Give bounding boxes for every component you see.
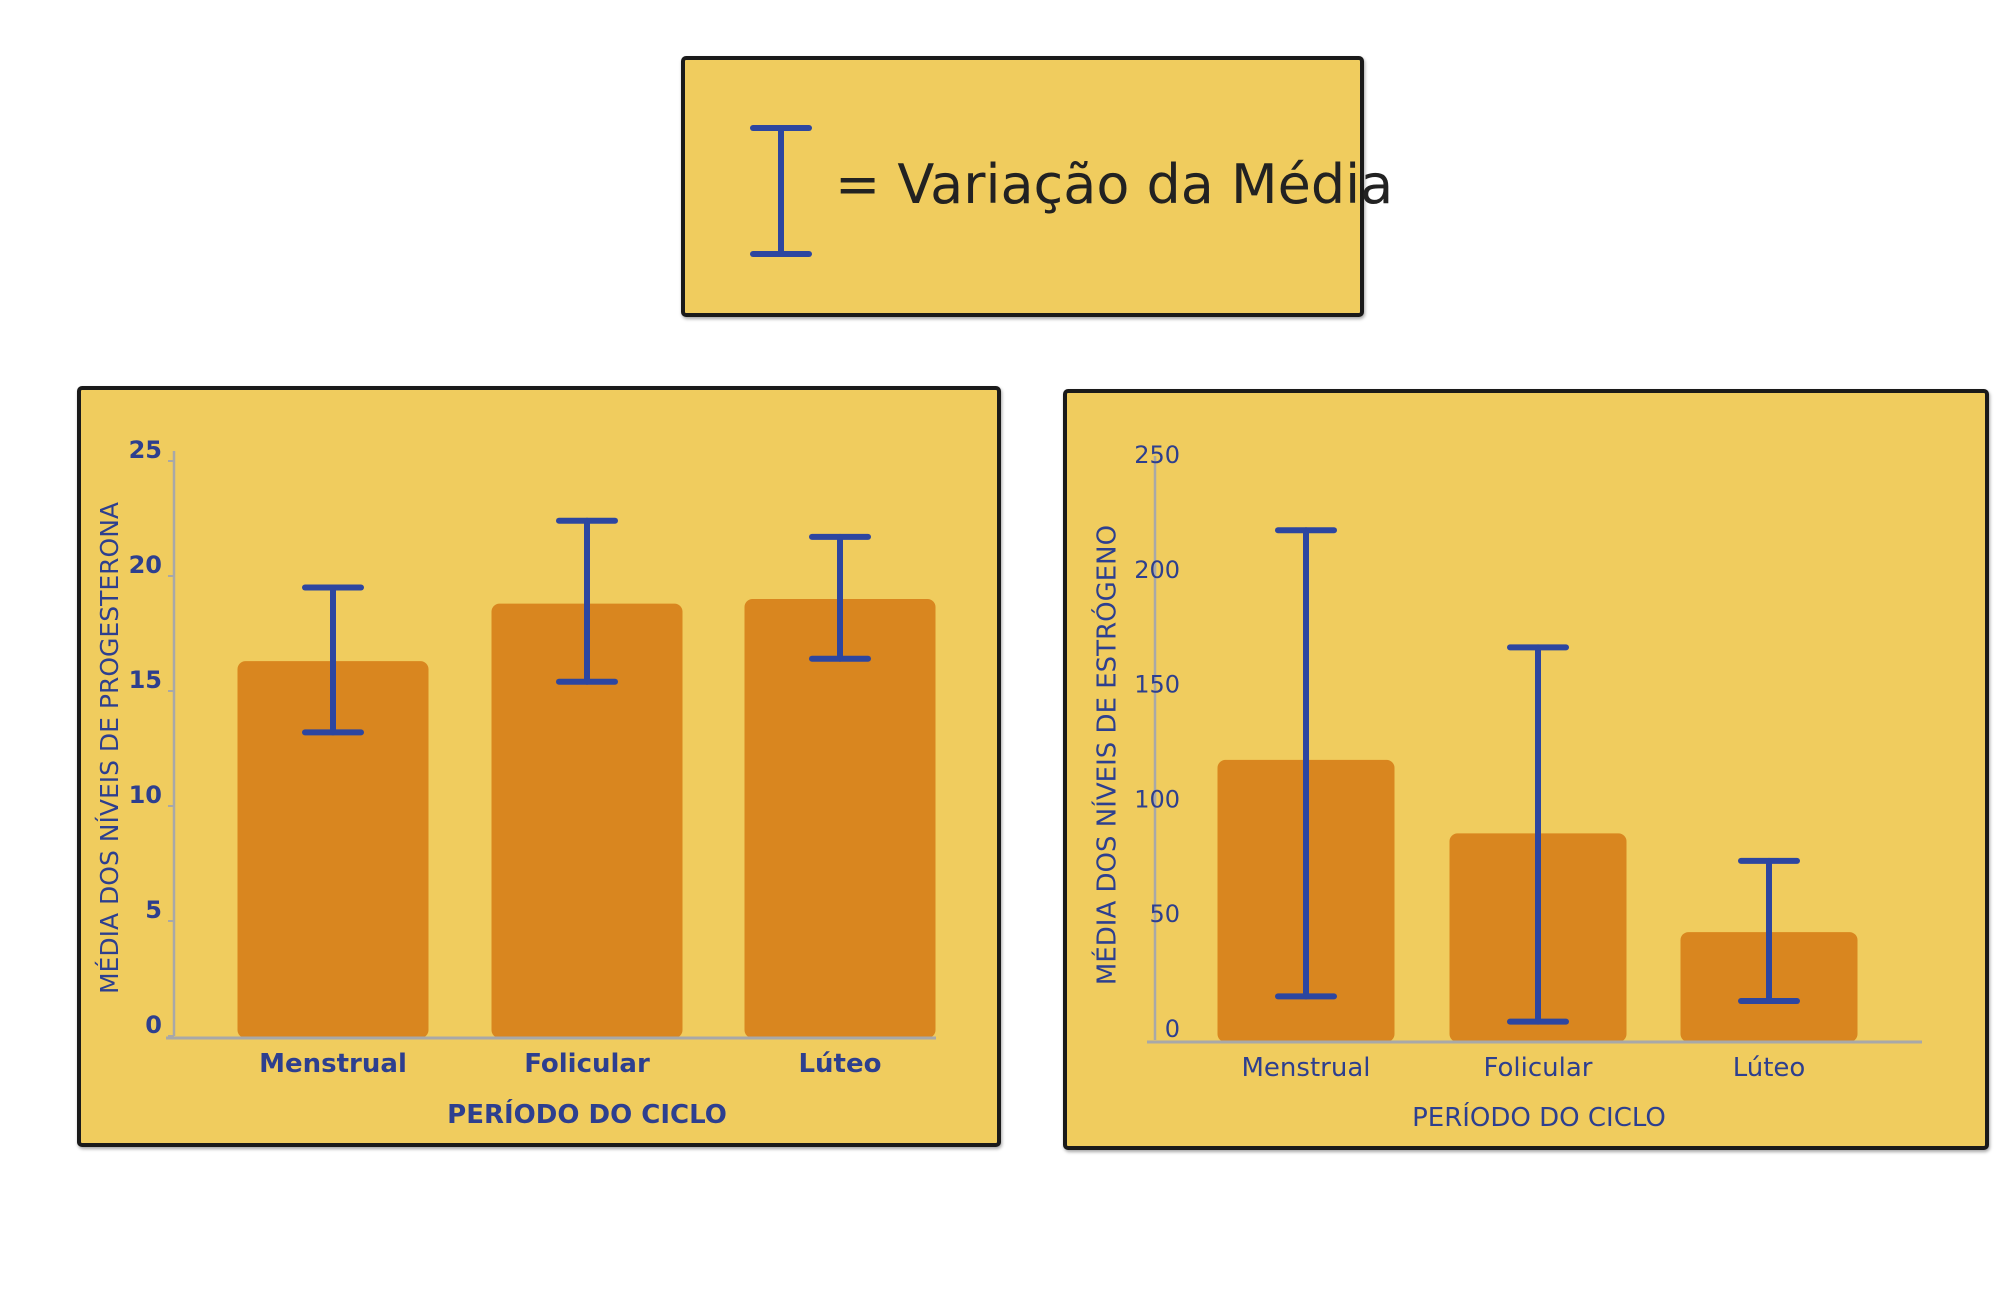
- error-bar: [1507, 644, 1569, 1025]
- y-tick-label: 5: [145, 896, 162, 924]
- y-tick-label: 200: [1134, 556, 1180, 584]
- x-category-label: Folicular: [524, 1049, 650, 1079]
- progesterone-chart-panel: 0 5 10 15 20 25 Menstrual Folicular Lúteo PERÍODO…: [77, 386, 1001, 1147]
- y-axis-label: MÉDIA DOS NÍVEIS DE PROGESTERONA: [95, 502, 124, 994]
- y-tick-label: 20: [129, 551, 162, 579]
- error-bar: [809, 533, 871, 662]
- x-axis-label: PERÍODO DO CICLO: [447, 1098, 727, 1130]
- y-tick-label: 100: [1134, 785, 1180, 813]
- y-axis-label: MÉDIA DOS NÍVEIS DE ESTRÓGENO: [1091, 525, 1123, 985]
- error-bar: [302, 584, 364, 736]
- x-category-label: Folicular: [1483, 1053, 1592, 1083]
- x-category-label: Lúteo: [798, 1049, 881, 1079]
- y-tick-label: 10: [129, 781, 162, 809]
- legend-label: = Variação da Média: [835, 153, 1394, 216]
- x-category-label: Menstrual: [259, 1049, 407, 1079]
- error-bar: [1738, 857, 1800, 1004]
- error-bar-icon: [750, 125, 812, 257]
- y-tick-label: 50: [1149, 900, 1180, 928]
- error-bar: [1275, 527, 1337, 1000]
- progesterone-chart: 0 5 10 15 20 25 Menstrual Folicular Lúteo PERÍODO…: [95, 436, 936, 1130]
- y-tick-label: 0: [1165, 1015, 1180, 1043]
- legend-box: = Variação da Média: [681, 56, 1393, 317]
- error-bar: [556, 517, 618, 685]
- x-category-label: Lúteo: [1733, 1053, 1806, 1083]
- bar-menstrual: [237, 661, 429, 1038]
- estrogen-chart-panel: 0 50 100 150 200 250 Menstrual Folicular Lúteo PE…: [1063, 389, 1989, 1150]
- y-tick-label: 25: [129, 436, 162, 464]
- x-category-label: Menstrual: [1242, 1053, 1371, 1083]
- y-tick-label: 150: [1134, 671, 1180, 699]
- y-tick-label: 0: [145, 1011, 162, 1039]
- estrogen-chart: 0 50 100 150 200 250 Menstrual Folicular Lúteo PE…: [1091, 441, 1922, 1133]
- bar-folicular: [491, 603, 683, 1038]
- x-axis-label: PERÍODO DO CICLO: [1412, 1101, 1666, 1133]
- bar-lúteo: [744, 599, 936, 1038]
- y-tick-label: 250: [1134, 441, 1180, 469]
- y-tick-label: 15: [129, 666, 162, 694]
